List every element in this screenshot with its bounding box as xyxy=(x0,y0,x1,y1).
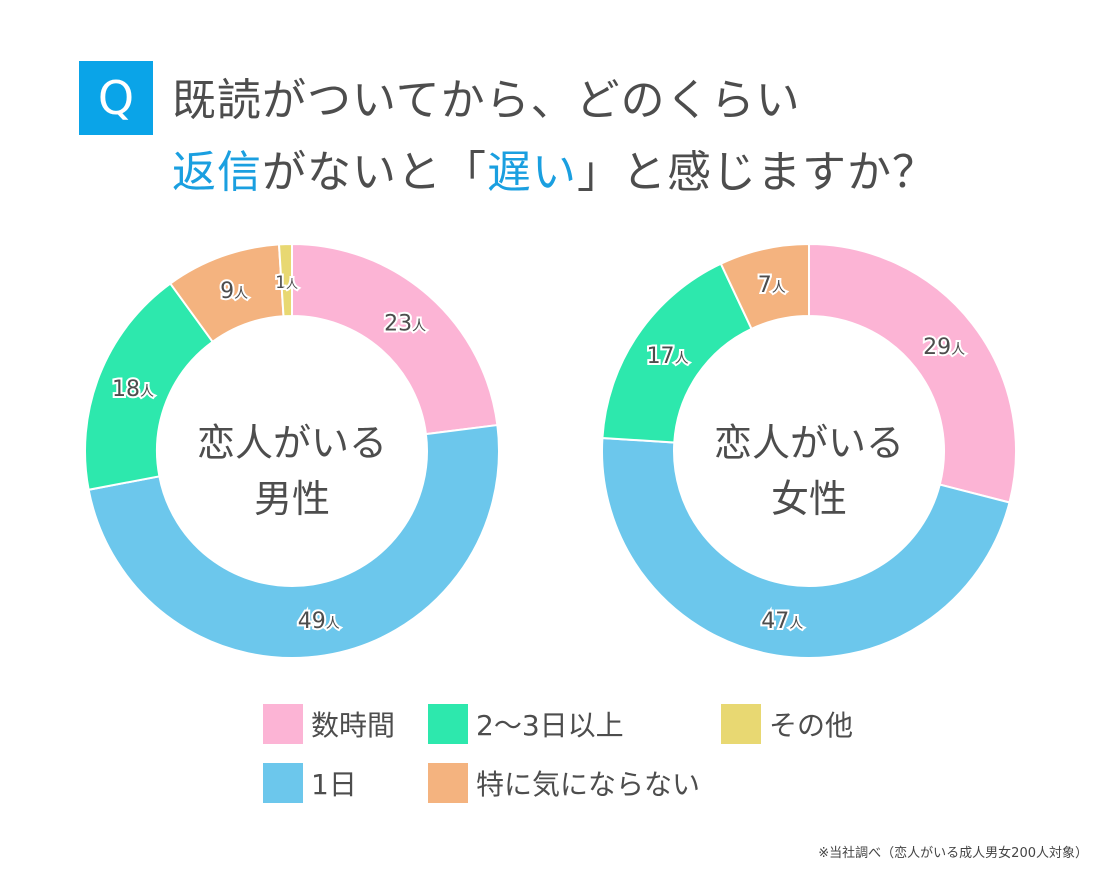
legend-swatch xyxy=(263,763,303,803)
donut-slice xyxy=(719,242,810,331)
legend-swatch xyxy=(263,704,303,744)
donut-slice xyxy=(808,242,1017,504)
title-segment: 」と感じますか？ xyxy=(577,147,937,198)
legend-swatch xyxy=(428,704,468,744)
donut-slice xyxy=(291,242,499,436)
donut-center-label: 恋人がいる xyxy=(714,421,904,465)
legend-item: 数時間 xyxy=(263,704,395,744)
question-line-1: 既読がついてから、どのくらい xyxy=(172,75,801,126)
donut-slice xyxy=(277,242,293,318)
slice-value-label: 29人 xyxy=(923,335,965,360)
footnote: ※当社調べ（恋人がいる成人男女200人対象） xyxy=(818,846,1088,861)
legend-item: 特に気にならない xyxy=(428,763,700,803)
slice-value-label: 1人 xyxy=(275,273,298,293)
title-segment: がないと「 xyxy=(262,147,487,198)
slice-value-label: 49人 xyxy=(298,609,340,634)
donut-center-label: 女性 xyxy=(771,477,847,521)
legend-item: 2〜3日以上 xyxy=(428,704,624,744)
legend-swatch xyxy=(428,763,468,803)
legend-label: 2〜3日以上 xyxy=(476,709,624,742)
donut-slice xyxy=(87,423,500,659)
legend-item: その他 xyxy=(721,704,853,744)
legend-label: 特に気にならない xyxy=(476,768,701,801)
slice-value-label: 23人 xyxy=(384,312,426,337)
legend-swatch xyxy=(721,704,761,744)
slice-value-label: 9人 xyxy=(220,279,248,304)
title-segment: 返信 xyxy=(172,147,262,198)
question-badge: Q xyxy=(79,61,153,135)
slice-value-label: 47人 xyxy=(761,609,803,634)
slice-value-label: 17人 xyxy=(647,344,689,369)
legend-label: その他 xyxy=(769,709,854,742)
legend-item: 1日 xyxy=(263,763,357,803)
donut-center-label: 男性 xyxy=(254,477,330,521)
donut-slice xyxy=(601,436,1011,660)
slice-value-label: 7人 xyxy=(758,273,786,298)
legend-label: 1日 xyxy=(311,768,357,801)
title-segment: 遅い xyxy=(487,147,577,198)
donut-center-label: 恋人がいる xyxy=(197,421,387,465)
legend-label: 数時間 xyxy=(311,709,396,742)
slice-value-label: 18人 xyxy=(112,377,154,402)
question-line-2: 返信がないと「遅い」と感じますか？ xyxy=(172,136,937,200)
